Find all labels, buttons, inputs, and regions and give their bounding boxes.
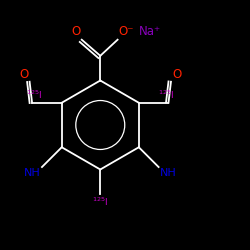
Text: O⁻: O⁻ [119,26,134,38]
Text: NH: NH [24,168,41,178]
Text: NH: NH [160,168,176,178]
Text: Na⁺: Na⁺ [138,26,161,38]
Text: O: O [172,68,182,80]
Text: $^{125}$I: $^{125}$I [92,196,108,208]
Text: $^{125}$I: $^{125}$I [158,88,174,101]
Text: $^{125}$I: $^{125}$I [26,88,42,101]
Text: O: O [71,25,81,38]
Text: O: O [19,68,28,80]
